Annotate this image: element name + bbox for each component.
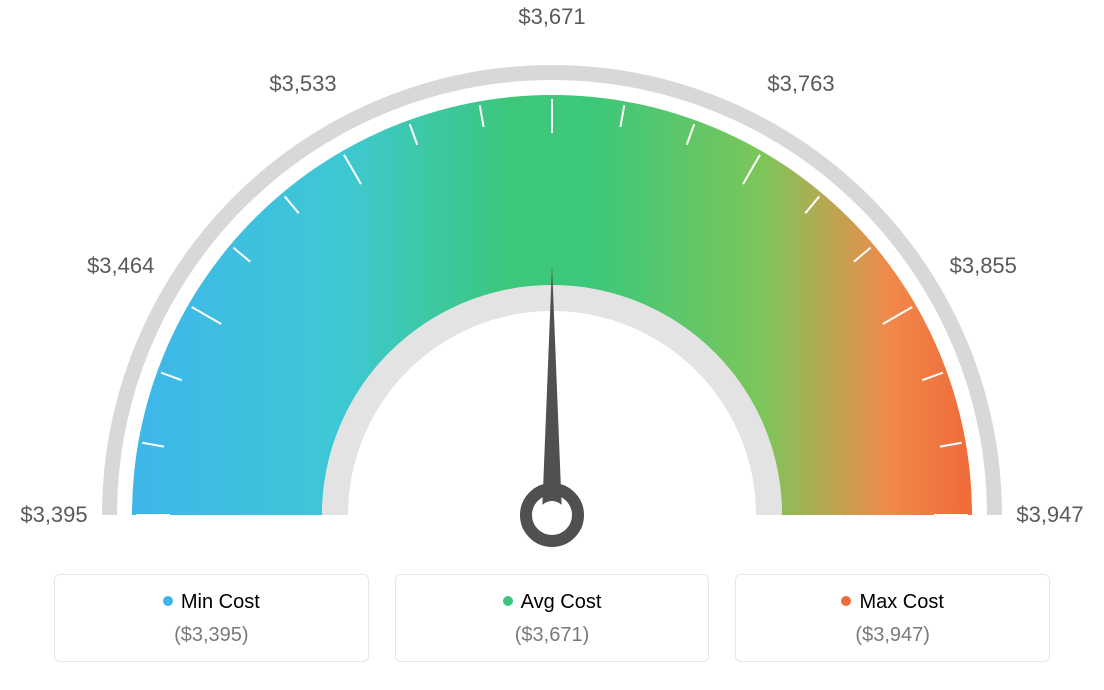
dot-icon-avg [503,596,513,606]
legend-card-avg: Avg Cost ($3,671) [395,574,710,662]
legend-title-max: Max Cost [746,591,1039,614]
cost-gauge: $3,395 $3,464 $3,533 $3,671 $3,763 $3,855 $3,9… [0,0,1104,560]
legend-title-avg: Avg Cost [406,591,699,614]
legend-card-min: Min Cost ($3,395) [54,574,369,662]
gauge-tick-label: $3,671 [518,4,585,30]
legend-row: Min Cost ($3,395) Avg Cost ($3,671) Max … [54,574,1050,662]
legend-value-avg: ($3,671) [406,624,699,647]
legend-title-max-text: Max Cost [859,591,943,613]
dot-icon-max [841,596,851,606]
legend-card-max: Max Cost ($3,947) [735,574,1050,662]
gauge-tick-label: $3,533 [269,71,336,97]
legend-value-min: ($3,395) [65,624,358,647]
gauge-svg [0,0,1104,560]
legend-title-min: Min Cost [65,591,358,614]
legend-title-min-text: Min Cost [181,591,260,613]
gauge-tick-label: $3,464 [87,253,154,279]
legend-value-max: ($3,947) [746,624,1039,647]
gauge-tick-label: $3,763 [767,71,834,97]
gauge-tick-label: $3,855 [950,253,1017,279]
legend-title-avg-text: Avg Cost [521,591,602,613]
gauge-tick-label: $3,947 [1016,502,1083,528]
dot-icon-min [163,596,173,606]
gauge-tick-label: $3,395 [20,502,87,528]
